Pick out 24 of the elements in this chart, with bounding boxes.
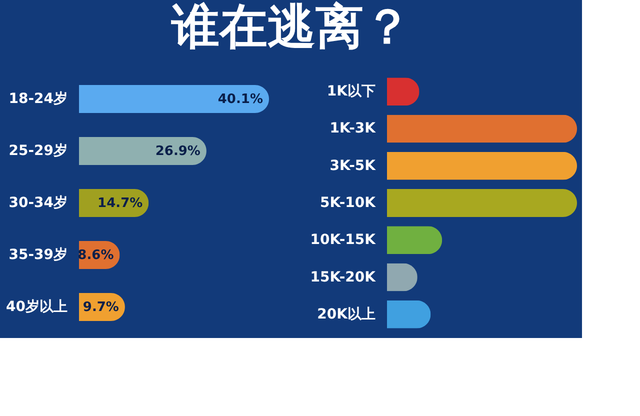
bar <box>79 137 206 165</box>
bar <box>387 300 431 328</box>
data-label: 9.7% <box>82 300 119 315</box>
y-tick-label: 5K-10K <box>320 195 377 211</box>
y-tick-label: 1K-3K <box>330 120 377 137</box>
bar <box>387 152 577 180</box>
data-label: 14.7% <box>98 196 143 211</box>
y-tick-label: 20K以上 <box>317 306 376 322</box>
y-tick-label: 15K-20K <box>310 269 377 286</box>
y-tick-label: 3K-5K <box>330 158 377 174</box>
y-tick-label: 30-34岁 <box>8 195 68 211</box>
y-tick-label: 1K以下 <box>326 84 376 100</box>
y-tick-label: 40岁以上 <box>6 299 68 315</box>
data-label: 40.1% <box>218 92 263 107</box>
y-tick-label: 25-29岁 <box>8 143 68 159</box>
bar <box>79 85 269 113</box>
data-label: 26.9% <box>155 144 200 159</box>
y-tick-label: 18-24岁 <box>8 91 68 107</box>
bar <box>387 114 577 143</box>
bar <box>387 226 442 254</box>
y-tick-label: 10K-15K <box>310 232 377 248</box>
y-tick-label: 35-39岁 <box>8 247 68 263</box>
bar <box>387 189 577 217</box>
chart-title: 谁在逃离？ <box>170 0 412 55</box>
